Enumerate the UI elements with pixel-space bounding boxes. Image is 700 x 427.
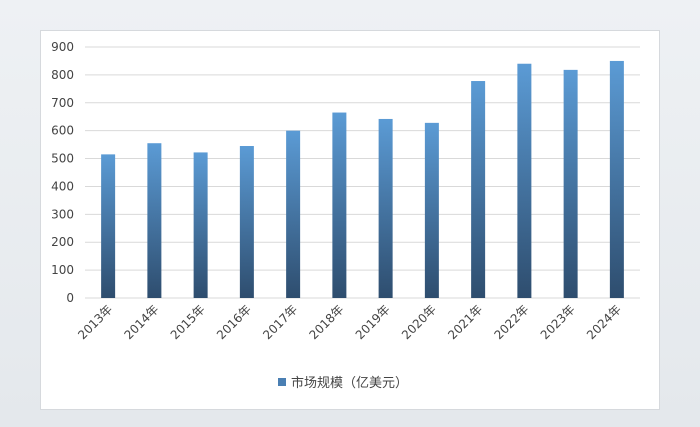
x-tick-label: 2017年 [260,302,300,342]
bar [609,60,624,298]
y-tick-label: 900 [51,40,74,54]
bar [193,152,208,298]
x-tick-label: 2016年 [214,302,254,342]
bar [517,63,532,298]
bar [378,118,393,298]
x-tick-label: 2024年 [584,302,624,342]
gridlines [85,46,640,299]
bar [147,143,162,298]
x-tick-label: 2023年 [538,302,578,342]
y-tick-label: 600 [51,124,74,138]
y-tick-label: 800 [51,68,74,82]
bar [286,130,301,298]
y-tick-label: 700 [51,96,74,110]
legend-swatch [278,378,286,386]
bar [563,69,578,298]
legend: 市场规模（亿美元） [278,375,408,391]
x-axis-ticks: 2013年 2014年 2015年 2016年 2017年 2018年 2019年 2020年… [75,302,624,342]
y-tick-label: 0 [66,291,74,305]
x-tick-label: 2021年 [445,302,485,342]
y-tick-label: 400 [51,179,74,193]
bar [471,81,486,298]
bar [424,122,439,298]
x-tick-label: 2014年 [122,302,162,342]
legend-label: 市场规模（亿美元） [291,375,408,391]
bar [332,112,347,299]
y-tick-label: 100 [51,263,74,277]
bar [101,154,116,298]
y-tick-label: 500 [51,152,74,166]
y-axis-ticks: 0 100 200 300 400 500 600 700 800 900 [51,40,74,305]
x-tick-label: 2015年 [168,302,208,342]
bars [101,60,624,299]
chart-card [40,30,660,410]
y-tick-label: 200 [51,235,74,249]
x-tick-label: 2018年 [307,302,347,342]
y-tick-label: 300 [51,207,74,221]
x-tick-label: 2020年 [399,302,439,342]
x-tick-label: 2022年 [492,302,532,342]
bar [239,146,254,298]
x-tick-label: 2013年 [75,302,115,342]
x-tick-label: 2019年 [353,302,393,342]
